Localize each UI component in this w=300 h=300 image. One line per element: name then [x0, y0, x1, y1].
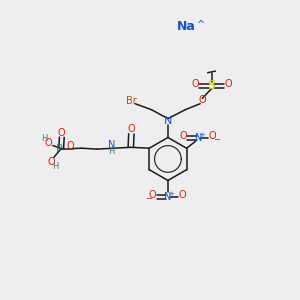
- Text: −: −: [213, 135, 220, 144]
- Text: Na: Na: [176, 20, 195, 33]
- Text: O: O: [148, 190, 156, 200]
- Text: −: −: [145, 194, 152, 203]
- Text: H: H: [109, 147, 115, 156]
- Text: N: N: [195, 133, 202, 143]
- Text: O: O: [48, 157, 56, 167]
- Text: +: +: [169, 191, 174, 197]
- Text: O: O: [209, 131, 216, 141]
- Text: N: N: [164, 192, 172, 202]
- Text: O: O: [45, 138, 52, 148]
- Text: O: O: [198, 95, 206, 105]
- Text: O: O: [179, 131, 187, 141]
- Text: +: +: [200, 132, 205, 138]
- Text: O: O: [67, 140, 75, 151]
- Text: ^: ^: [197, 20, 206, 30]
- Text: H: H: [52, 162, 59, 171]
- Text: O: O: [178, 190, 186, 200]
- Text: P: P: [56, 143, 63, 154]
- Text: N: N: [108, 140, 116, 150]
- Text: O: O: [191, 79, 199, 89]
- Text: S: S: [208, 79, 215, 92]
- Text: O: O: [128, 124, 135, 134]
- Text: Br: Br: [126, 96, 137, 106]
- Text: H: H: [42, 134, 48, 143]
- Text: O: O: [58, 128, 66, 138]
- Text: N: N: [164, 116, 172, 126]
- Text: O: O: [224, 79, 232, 89]
